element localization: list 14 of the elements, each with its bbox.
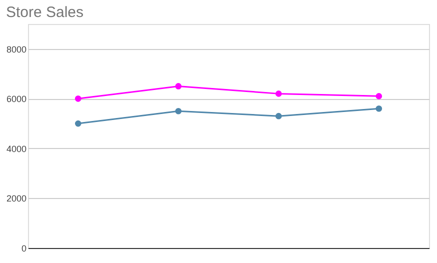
point	[175, 83, 182, 90]
point	[275, 112, 282, 120]
y-tick-label: 2000	[6, 194, 26, 204]
point	[376, 105, 382, 112]
y-tick-label: 4000	[6, 144, 26, 154]
y-tick-label: 6000	[6, 94, 26, 104]
point	[275, 90, 282, 97]
point	[74, 96, 82, 102]
point	[175, 108, 182, 114]
chart-title: Store Sales	[6, 4, 84, 21]
y-tick-label: 0	[21, 244, 26, 254]
y-tick-label: 8000	[6, 44, 26, 54]
point	[74, 120, 82, 127]
point	[376, 93, 382, 100]
